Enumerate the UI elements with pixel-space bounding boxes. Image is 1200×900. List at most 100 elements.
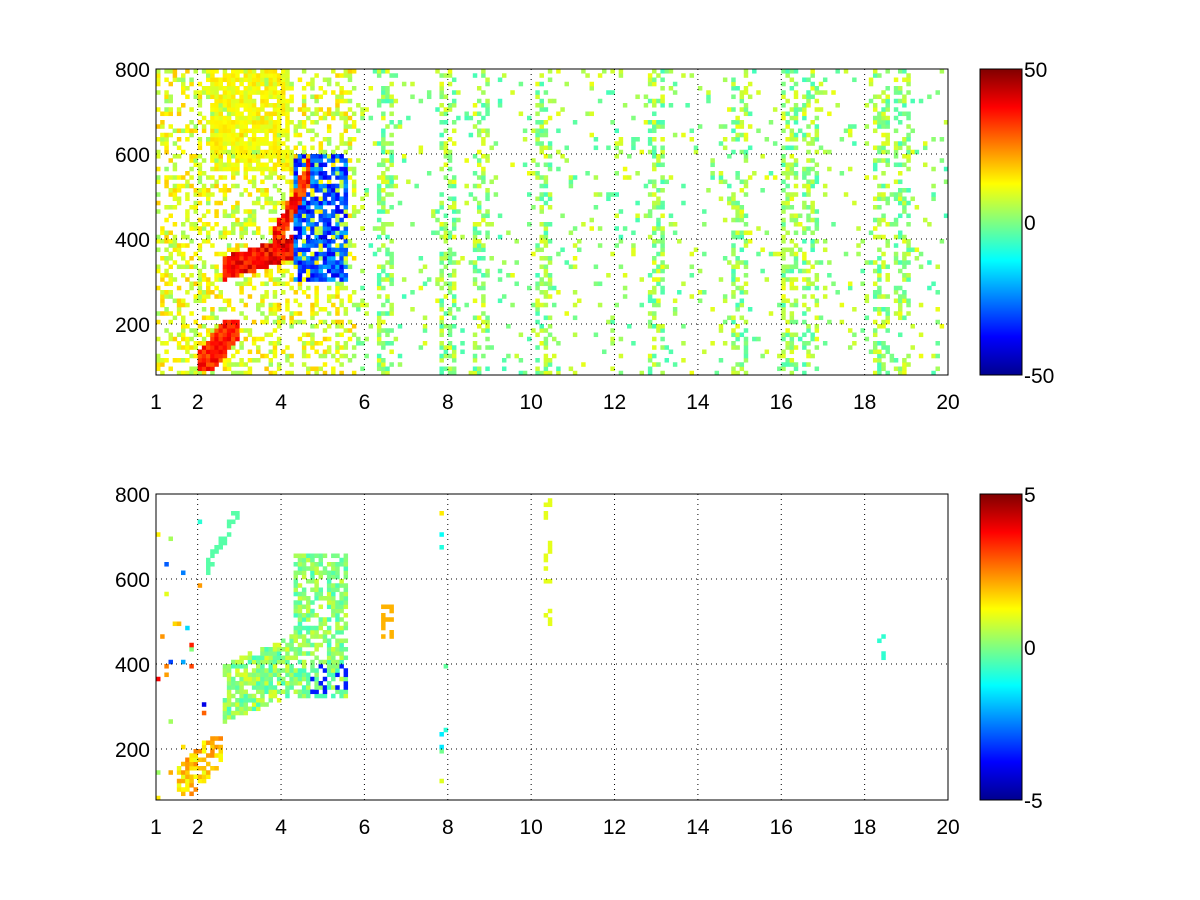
top-heatmap-cell	[481, 294, 486, 299]
top-heatmap-cell	[731, 196, 736, 202]
top-heatmap-cell	[827, 149, 832, 155]
top-heatmap-cell	[381, 209, 386, 214]
top-heatmap-cell	[276, 226, 282, 231]
top-heatmap-cell	[276, 234, 282, 240]
top-heatmap-cell	[781, 200, 786, 206]
top-heatmap-cell	[160, 358, 165, 363]
top-heatmap-cell	[789, 349, 795, 355]
top-heatmap-cell	[476, 111, 482, 117]
top-heatmap-cell	[226, 298, 232, 304]
bottom-heatmap-cell	[201, 770, 207, 775]
top-heatmap-cell	[443, 345, 449, 350]
top-heatmap-cell	[556, 111, 561, 117]
top-heatmap-cell	[806, 149, 811, 155]
top-heatmap-cell	[164, 290, 169, 295]
top-heatmap-cell	[289, 311, 294, 316]
top-heatmap-cell	[289, 209, 294, 214]
top-heatmap-cell	[306, 200, 311, 206]
bottom-heatmap-cell	[285, 685, 290, 690]
top-heatmap-cell	[235, 149, 240, 155]
top-heatmap-cell	[235, 349, 240, 355]
top-heatmap-cell	[672, 90, 678, 95]
top-heatmap-cell	[852, 200, 857, 206]
top-heatmap-cell	[451, 103, 457, 108]
top-heatmap-cell	[822, 149, 828, 155]
bottom-heatmap-cell	[276, 642, 282, 648]
top-heatmap-cell	[656, 196, 661, 202]
top-heatmap-cell	[172, 192, 178, 197]
top-heatmap-cell	[877, 358, 882, 363]
top-heatmap-cell	[864, 260, 870, 265]
bottom-heatmap-cell	[335, 562, 340, 567]
top-heatmap-cell	[343, 285, 349, 291]
top-heatmap-cell	[297, 256, 303, 261]
top-heatmap-cell	[810, 141, 815, 146]
top-heatmap-cell	[568, 230, 574, 236]
top-heatmap-cell	[906, 200, 911, 206]
top-heatmap-cell	[301, 239, 307, 244]
bottom-heatmap-cell	[297, 672, 303, 678]
top-heatmap-cell	[310, 179, 315, 185]
top-heatmap-cell	[351, 166, 357, 172]
top-heatmap-cell	[222, 213, 228, 219]
bottom-heatmap-cell	[281, 655, 286, 661]
bottom-heatmap-cell	[439, 511, 444, 516]
top-heatmap-cell	[314, 370, 319, 376]
top-heatmap-cell	[443, 94, 449, 100]
top-heatmap-cell	[268, 124, 274, 129]
bottom-heatmap-cell	[385, 604, 390, 610]
top-heatmap-cell	[802, 171, 807, 176]
top-heatmap-cell	[893, 366, 899, 372]
top-heatmap-cell	[847, 281, 853, 287]
top-heatmap-cell	[631, 141, 636, 146]
bottom-heatmap-cell	[331, 600, 336, 605]
top-heatmap-cell	[460, 341, 465, 346]
top-heatmap-cell	[543, 90, 549, 95]
bottom-heatmap-cell	[206, 761, 211, 767]
top-heatmap-cell	[214, 158, 219, 163]
top-heatmap-cell	[376, 311, 382, 316]
top-heatmap-cell	[731, 192, 736, 197]
bottom-heatmap-cell	[389, 608, 394, 614]
top-y-tick-label: 400	[115, 229, 150, 252]
top-heatmap-cell	[793, 132, 799, 138]
top-heatmap-cell	[735, 302, 740, 308]
top-heatmap-cell	[768, 311, 774, 316]
top-heatmap-cell	[710, 175, 715, 180]
bottom-heatmap-cell	[301, 651, 307, 656]
top-heatmap-cell	[268, 69, 274, 74]
top-heatmap-cell	[885, 311, 890, 316]
bottom-heatmap-cell	[293, 689, 299, 695]
bottom-heatmap-cell	[318, 617, 324, 622]
top-heatmap-cell	[176, 264, 182, 270]
top-heatmap-cell	[472, 243, 478, 248]
top-heatmap-cell	[460, 349, 465, 355]
top-heatmap-cell	[806, 124, 811, 129]
bottom-heatmap-cell	[239, 672, 244, 678]
top-heatmap-cell	[285, 256, 290, 261]
top-heatmap-cell	[268, 196, 274, 202]
top-heatmap-cell	[281, 86, 286, 91]
bottom-heatmap-cell	[285, 664, 290, 669]
top-heatmap-cell	[335, 290, 340, 295]
top-heatmap-cell	[439, 273, 444, 278]
top-heatmap-cell	[439, 285, 444, 291]
top-heatmap-cell	[739, 234, 745, 240]
top-heatmap-cell	[872, 290, 878, 295]
top-heatmap-cell	[439, 341, 444, 346]
top-heatmap-cell	[301, 162, 307, 168]
top-heatmap-cell	[297, 124, 303, 129]
top-heatmap-cell	[185, 324, 190, 329]
top-heatmap-cell	[260, 137, 265, 142]
bottom-heatmap-cell	[297, 608, 303, 614]
bottom-heatmap-cell	[318, 596, 324, 601]
top-heatmap-cell	[231, 209, 236, 214]
bottom-heatmap-cell	[256, 681, 261, 686]
top-heatmap-cell	[643, 120, 649, 125]
top-heatmap-cell	[872, 217, 878, 223]
top-heatmap-cell	[543, 128, 549, 134]
bottom-heatmap-cell	[331, 634, 336, 639]
top-heatmap-cell	[810, 137, 815, 142]
top-heatmap-cell	[539, 128, 544, 134]
bottom-heatmap-cell	[543, 502, 549, 508]
